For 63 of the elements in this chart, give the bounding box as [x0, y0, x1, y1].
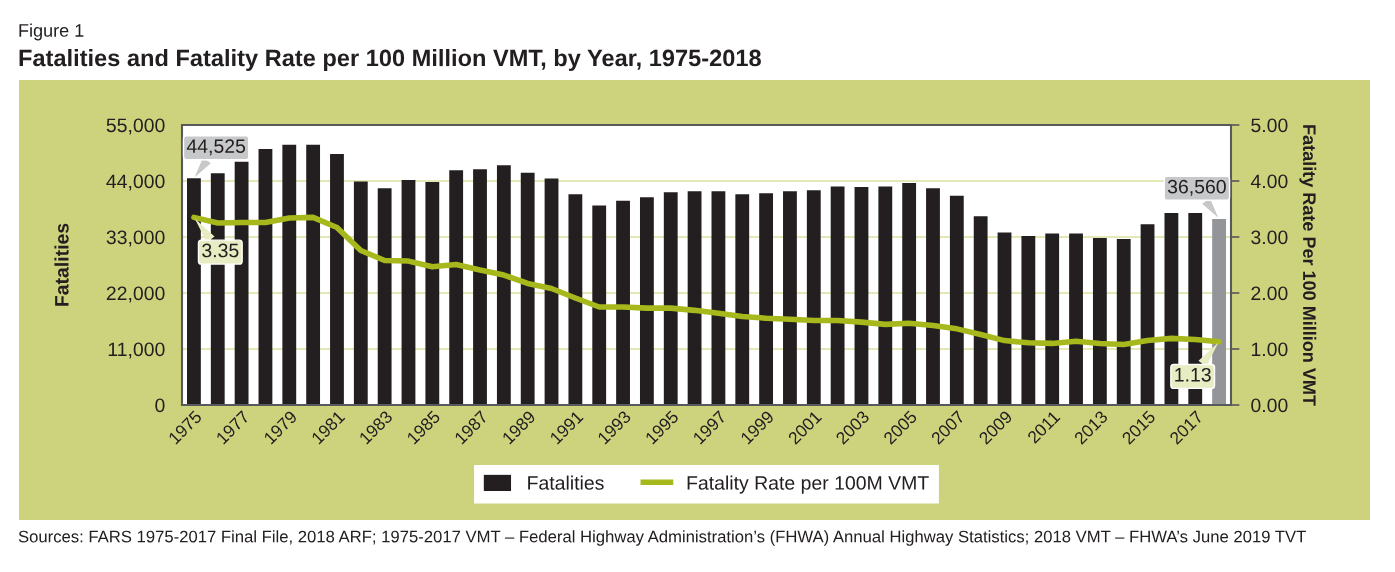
bar [449, 170, 464, 405]
y-axis-title: Fatalities [54, 223, 69, 306]
legend-label: Fatalities [528, 475, 604, 490]
data-label: 36,560 [1167, 179, 1226, 196]
bar [330, 154, 344, 405]
bar [616, 200, 630, 405]
bar [1045, 233, 1060, 405]
legend-label: Fatality Rate per 100M VMT [687, 475, 929, 494]
y-tick-label: 55,000 [106, 118, 165, 135]
y2-tick-label: 0.00 [1251, 398, 1288, 413]
bar [759, 193, 774, 405]
y2-axis-title: Fatality Rate Per 100 Million VMT [1299, 125, 1317, 406]
bar [520, 172, 535, 405]
y-tick-label: 0 [155, 398, 165, 413]
y2-tick-label: 3.00 [1251, 230, 1288, 245]
bar [949, 195, 964, 405]
bar [639, 197, 654, 405]
bar [544, 178, 559, 405]
bar [187, 178, 201, 405]
data-label: 44,525 [186, 139, 246, 156]
bar [1116, 239, 1131, 405]
y-tick-label: 44,000 [106, 174, 165, 191]
bar [902, 183, 917, 405]
data-label: 3.35 [202, 243, 239, 258]
y2-tick-label: 2.00 [1251, 286, 1288, 301]
bar [997, 232, 1012, 405]
bar [783, 191, 797, 405]
bar [806, 190, 821, 405]
bar [306, 144, 321, 405]
y-tick-label: 11,000 [108, 342, 165, 359]
bar [711, 191, 726, 405]
y-tick-label: 33,000 [106, 230, 165, 247]
chart-title: Fatalities and Fatality Rate per 100 Million VMT, by Year, 1975-2018 [19, 49, 761, 71]
bar [878, 186, 893, 405]
bar [258, 148, 273, 405]
bar [854, 187, 869, 405]
bar [830, 186, 845, 405]
bar [1021, 235, 1036, 405]
bar [473, 169, 487, 405]
bar [663, 192, 678, 405]
bar [973, 216, 988, 405]
bar [926, 188, 940, 405]
bar [592, 205, 607, 405]
y2-tick-label: 1.00 [1251, 342, 1288, 357]
y2-tick-label: 4.00 [1250, 174, 1288, 189]
bar [687, 191, 702, 405]
bar [735, 194, 750, 405]
bar [353, 181, 368, 405]
bar [496, 165, 511, 405]
y-tick-label: 22,000 [106, 286, 165, 303]
bar [425, 182, 440, 405]
y2-tick-label: 5.00 [1251, 118, 1288, 133]
bar [1140, 224, 1155, 405]
bar [377, 188, 392, 405]
source-note: Sources: FARS 1975-2017 Final File, 2018 ARF; 1975-2017 VMT – Federal Highway Administration’s (FHWA) Annual Highway Statistics; 2018 VMT – FHWA’s June 2019 TVT [18, 530, 1306, 546]
bar [1092, 238, 1107, 405]
caption: Figure 1 [19, 23, 84, 41]
bar [282, 144, 297, 405]
bar [401, 179, 416, 405]
bar [568, 194, 583, 405]
bar [1069, 233, 1083, 405]
data-label: 1.13 [1175, 367, 1211, 382]
bar [1212, 218, 1226, 405]
